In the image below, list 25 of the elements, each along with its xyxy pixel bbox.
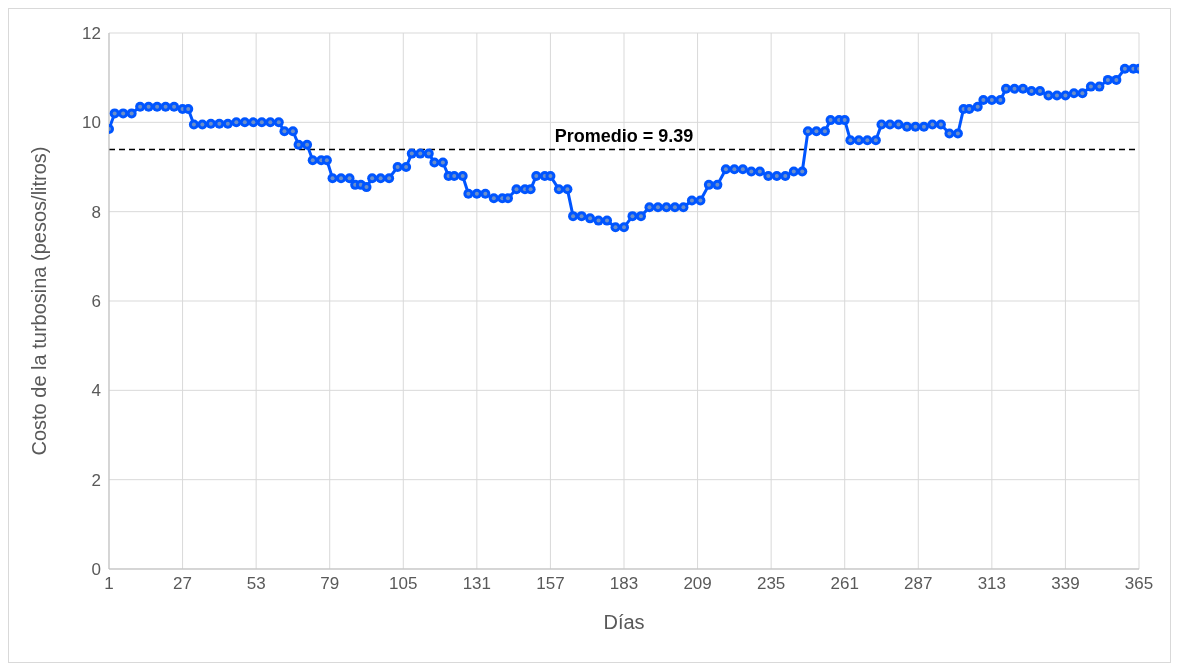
- x-tick-label: 105: [389, 574, 418, 594]
- x-axis-title: Días: [603, 611, 645, 633]
- x-tick-label: 365: [1124, 574, 1154, 594]
- x-tick-label: 27: [173, 574, 193, 594]
- x-tick-label: 261: [830, 574, 859, 594]
- y-tick-label: 12: [82, 24, 101, 44]
- x-tick-label: 339: [1051, 574, 1080, 594]
- x-tick-label: 209: [683, 574, 712, 594]
- x-tick-label: 183: [609, 574, 639, 594]
- y-tick-label: 8: [91, 202, 101, 222]
- x-tick-label: 1: [104, 574, 114, 594]
- y-tick-label: 0: [91, 560, 101, 580]
- y-tick-label: 10: [82, 113, 101, 133]
- x-tick-label: 235: [756, 574, 786, 594]
- y-axis-title: Costo de la turbosina (pesos/litros): [28, 146, 51, 456]
- x-tick-label: 287: [904, 574, 933, 594]
- ref-line-label: Promedio = 9.39: [554, 125, 694, 146]
- y-tick-label: 2: [91, 470, 101, 490]
- y-tick-label: 4: [91, 381, 101, 401]
- x-tick-label: 157: [536, 574, 565, 594]
- y-tick-label: 6: [91, 292, 101, 312]
- x-tick-label: 131: [462, 574, 492, 594]
- x-tick-label: 313: [977, 574, 1007, 594]
- x-tick-label: 53: [246, 574, 266, 594]
- x-tick-label: 79: [320, 574, 340, 594]
